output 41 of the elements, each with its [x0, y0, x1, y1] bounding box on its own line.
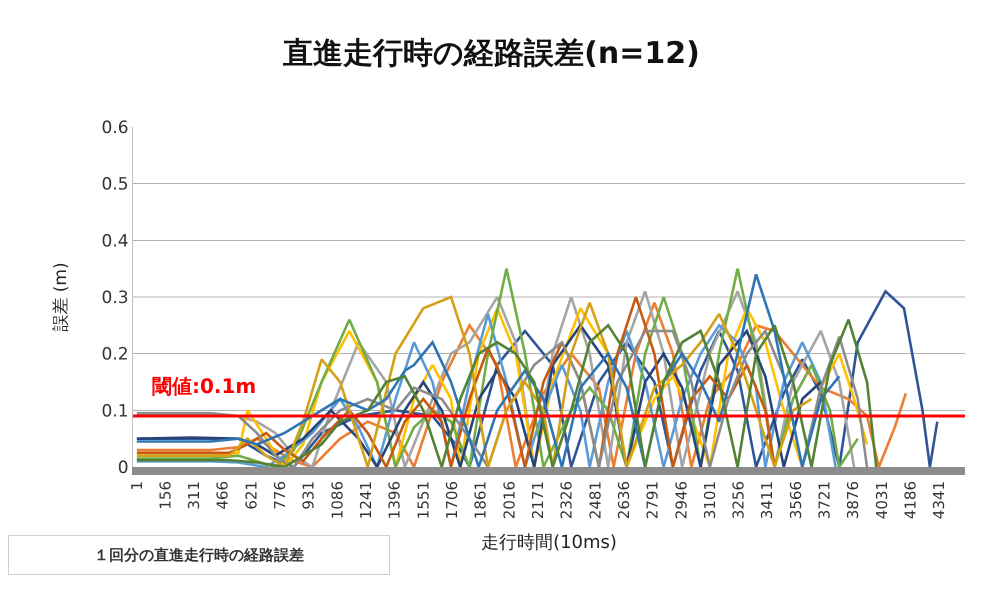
y-tick-label: 0.6 [102, 118, 129, 138]
y-tick-label: 0.3 [102, 288, 129, 308]
x-tick-label: 3411 [758, 481, 776, 520]
x-tick-label: 621 [242, 481, 260, 510]
y-tick-label: 0.1 [102, 401, 129, 422]
y-axis-title: 誤差 (m) [51, 262, 72, 332]
x-tick-label: 2016 [500, 481, 518, 520]
x-tick-label: 2946 [672, 481, 690, 520]
x-tick-label: 2791 [644, 481, 662, 520]
x-tick-label: 2326 [558, 481, 576, 520]
x-tick-label: 4186 [902, 481, 920, 520]
x-tick-label: 2636 [614, 481, 633, 520]
x-tick-label: 1241 [357, 481, 376, 520]
x-tick-label: 2171 [528, 481, 547, 520]
y-tick-label: 0 [118, 458, 129, 478]
text: １回分の直進走行時の経路誤差 [94, 546, 304, 564]
x-tick-label: 466 [214, 481, 232, 510]
chart-title: 直進走行時の経路誤差(n=12) [282, 36, 700, 71]
x-tick-label: 4031 [872, 481, 891, 520]
y-tick-label: 0.2 [102, 344, 129, 365]
x-tick-label: 3566 [786, 481, 805, 520]
x-tick-label: 2481 [586, 481, 604, 520]
x-tick-label: 3721 [816, 481, 834, 520]
x-tick-label: 1706 [442, 481, 461, 520]
x-tick-label: 3256 [730, 481, 748, 520]
x-tick-label: 1396 [386, 481, 404, 520]
y-tick-label: 0.5 [102, 174, 129, 195]
ref-line-label: 閾値:0.1m [152, 374, 256, 398]
x-tick-label: 1 [128, 481, 146, 491]
x-tick-label: 776 [271, 481, 290, 510]
x-tick-label: 1551 [414, 481, 432, 520]
x-tick-label: 931 [300, 481, 318, 510]
x-tick-label: 156 [156, 481, 174, 510]
x-tick-label: 1086 [328, 481, 346, 520]
x-tick-label: 3876 [844, 481, 862, 520]
x-tick-label: 3101 [700, 481, 719, 520]
x-axis-title: 走行時間(10ms) [481, 532, 617, 553]
y-tick-label: 0.4 [102, 231, 129, 252]
x-tick-label: 4341 [930, 481, 948, 520]
x-tick-label: 1861 [472, 481, 490, 520]
x-tick-label: 311 [185, 481, 204, 510]
